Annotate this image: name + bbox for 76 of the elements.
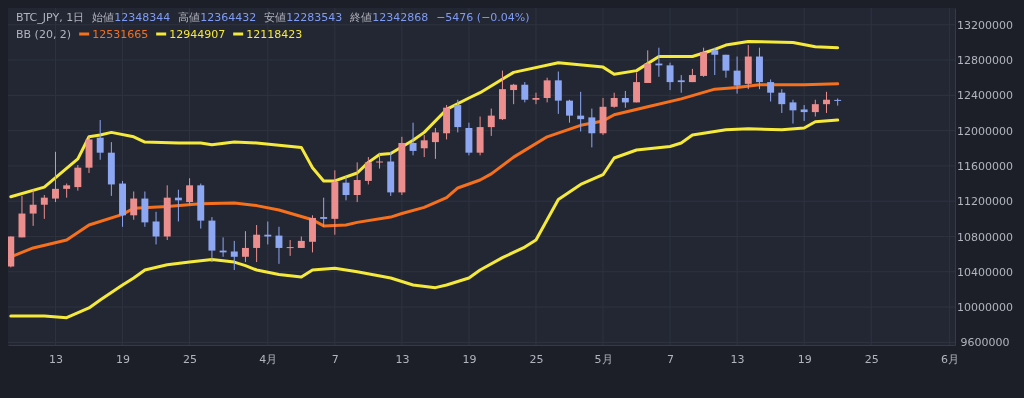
line-series [9,118,840,320]
annotation: −5476 (−0.04%) [436,11,530,24]
x-tick-label: 7 [667,352,675,366]
candlestick [141,191,149,228]
x-tick-label: 13 [48,352,63,366]
legend-label: 12944907 [169,28,226,41]
candlestick [230,240,238,271]
candlestick [152,211,160,245]
candlestick [74,164,82,192]
y-tick-label: 9600000 [960,336,1010,350]
y-tick-label: 12000000 [957,124,1013,138]
candlestick [566,99,573,124]
candlestick [286,239,294,257]
x-tick-label: 19 [462,352,477,366]
candlestick [130,191,138,221]
candlestick [700,47,708,78]
candlestick [644,49,652,84]
candlestick [309,214,316,253]
candlestick [521,81,529,103]
candlestick [420,134,428,158]
legend-title: BB (20, 2) [16,28,72,41]
candlestick [633,71,640,103]
y-tick-label: 10400000 [957,265,1013,279]
candlestick [409,122,417,156]
x-tick-label: 13 [395,352,410,366]
candlestick [431,127,439,160]
x-tick-label: 7 [331,352,339,366]
candlestick [353,161,361,203]
chart-title: BTC_JPY, 1日 [16,11,85,24]
candlestick [823,91,830,114]
candlestick [253,224,261,263]
candlestick [320,197,328,228]
candlestick [29,189,37,227]
y-tick-label: 13200000 [957,18,1013,32]
x-tick-label: 4月 [259,352,278,366]
y-tick-label: 10000000 [957,301,1013,315]
x-tick-label: 25 [864,352,879,366]
candlestick [364,156,372,185]
candlestick [778,88,786,114]
legend-label: 12118423 [246,28,303,41]
x-tick-label: 6月 [940,352,959,366]
candlestick [588,108,596,148]
candlestick [543,77,551,103]
candlestick [834,97,842,107]
y-tick-label: 10800000 [957,230,1013,244]
x-tick-label: 25 [183,352,198,366]
candlestick [454,99,462,133]
candlestick [487,108,495,137]
candlestick [510,83,518,105]
x-tick-label: 19 [797,352,812,366]
annotation: 始値12348344 [92,11,171,24]
line-series [9,40,840,199]
x-tick-label: 25 [529,352,544,366]
candlestick [376,152,383,170]
legend-label: 12531665 [92,28,149,41]
candlestick [241,230,249,263]
annotation: 終値12342868 [349,11,429,24]
candlestick [532,92,540,105]
y-tick-label: 12400000 [957,89,1013,103]
y-tick-label: 11200000 [957,195,1013,209]
y-tick-label: 12800000 [957,54,1013,68]
x-tick-label: 19 [116,352,131,366]
x-tick-label: 13 [730,352,745,366]
annotation: 安値12283543 [264,11,343,24]
candlestick [767,78,775,103]
candlestick [40,194,48,220]
x-tick-label: 5月 [594,352,613,366]
candlestick [711,47,719,76]
candlestick [733,56,741,95]
candlestick [554,71,562,115]
candlestick [186,177,194,206]
annotation: 高値12364432 [178,11,257,24]
candlestick [52,151,59,203]
candlestick [96,119,104,161]
candlestick [666,62,674,91]
y-tick-label: 11600000 [957,159,1013,173]
